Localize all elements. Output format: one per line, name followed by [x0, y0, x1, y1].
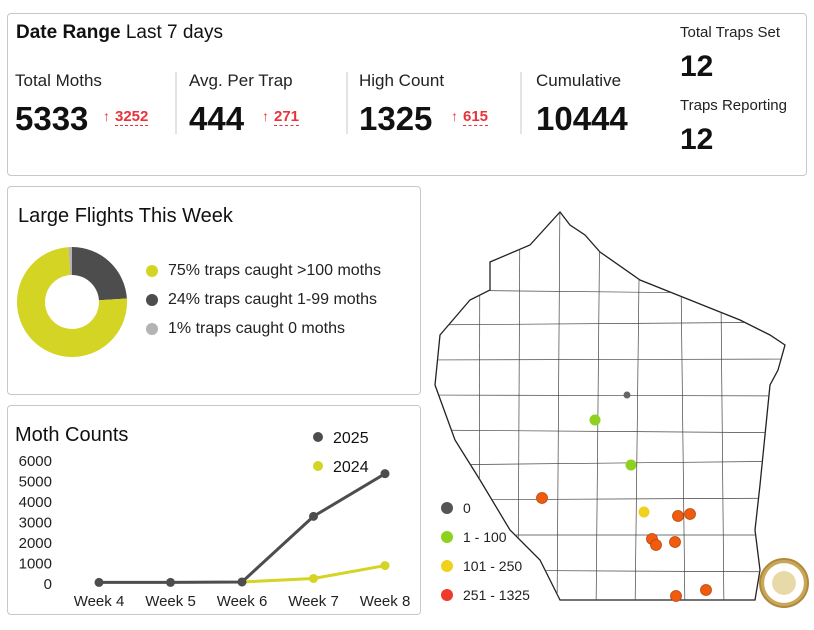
series-line-2025: [99, 472, 386, 584]
x-tick-label: Week 5: [145, 593, 196, 610]
kpi-value: 1325: [359, 100, 433, 137]
map-legend-item: 101 - 250: [441, 558, 522, 574]
moth-counts-card: [7, 405, 421, 615]
y-tick-label: 4000: [19, 494, 52, 511]
trap-marker[interactable]: [536, 492, 548, 504]
kpi-delta: ↑ 3252: [103, 108, 149, 126]
kpi-value: 10444: [536, 100, 628, 137]
trap-marker[interactable]: [672, 510, 684, 522]
legend-dot-icon: [146, 323, 158, 335]
kpi-delta: ↑ 271: [262, 108, 300, 126]
map-legend-item: 251 - 1325: [441, 587, 530, 603]
state-outline: [434, 210, 786, 601]
summary-card: Date Range Last 7 days: [7, 13, 807, 176]
y-tick-label: 0: [44, 576, 52, 593]
flights-donut: [17, 247, 128, 357]
legend-dot-icon: [441, 531, 453, 543]
legend-dot-icon: [441, 560, 453, 572]
legend-label: 24% traps caught 1-99 moths: [168, 291, 378, 308]
y-tick-label: 3000: [19, 515, 52, 532]
delta-value: 3252: [115, 108, 149, 126]
data-point-2025[interactable]: [94, 577, 104, 587]
kpi-label: Total Moths: [15, 71, 102, 90]
kpi-value: 444: [189, 100, 245, 137]
data-point-2025[interactable]: [380, 469, 390, 479]
legend-label: 2025: [333, 430, 369, 447]
flights-legend-item: 1% traps caught 0 moths: [146, 320, 345, 338]
kpi-label: High Count: [359, 71, 445, 90]
legend-label: 101 - 250: [463, 558, 523, 574]
x-tick-label: Week 8: [360, 593, 411, 610]
trap-marker[interactable]: [625, 459, 637, 471]
trap-marker[interactable]: [589, 414, 601, 426]
legend-label: 75% traps caught >100 moths: [168, 262, 382, 279]
trap-marker[interactable]: [623, 391, 631, 399]
data-point-2025[interactable]: [237, 577, 247, 587]
map-legend-item: 0: [441, 500, 471, 516]
traps-set-value: 12: [680, 50, 714, 83]
legend-dot-icon: [146, 265, 158, 277]
state-seal: [759, 558, 809, 608]
y-tick-label: 2000: [19, 535, 52, 552]
kpi-label: Avg. Per Trap: [189, 71, 293, 90]
kpi-value: 5333: [15, 100, 89, 137]
date-range-value: Last 7 days: [125, 22, 223, 43]
traps-set-label: Total Traps Set: [680, 24, 781, 41]
y-tick-label: 5000: [19, 474, 52, 491]
flights-legend-item: 24% traps caught 1-99 moths: [146, 291, 377, 309]
kpi-delta: ↑ 615: [451, 108, 489, 126]
delta-value: 615: [463, 108, 489, 126]
legend-dot-icon: [313, 432, 323, 442]
legend-label: 1% traps caught 0 moths: [168, 320, 345, 337]
x-tick-label: Week 4: [74, 593, 125, 610]
delta-value: 271: [274, 108, 300, 126]
donut-slice[interactable]: [68, 247, 72, 276]
kpi-label: Cumulative: [536, 71, 622, 90]
donut-slice[interactable]: [72, 247, 127, 301]
arrow-up-icon: ↑: [103, 108, 110, 124]
x-tick-label: Week 6: [217, 593, 268, 610]
y-tick-label: 1000: [19, 556, 52, 573]
legend-label: 0: [463, 500, 471, 516]
legend-dot-icon: [441, 589, 453, 601]
legend-dot-icon: [441, 502, 453, 514]
trap-marker[interactable]: [669, 536, 681, 548]
flights-card: Large Flights This Week: [7, 186, 421, 395]
legend-dot-icon: [313, 461, 323, 471]
map-legend-item: 1 - 100: [441, 529, 507, 545]
traps-reporting-label: Traps Reporting: [680, 97, 787, 114]
y-tick-label: 6000: [19, 453, 52, 470]
flights-legend-item: 75% traps caught >100 moths: [146, 262, 381, 280]
x-tick-label: Week 7: [288, 593, 339, 610]
traps-reporting-value: 12: [680, 123, 714, 156]
arrow-up-icon: ↑: [451, 108, 458, 124]
data-point-2025[interactable]: [166, 577, 175, 587]
legend-dot-icon: [146, 294, 158, 306]
data-point-2024[interactable]: [309, 573, 318, 583]
date-range-label: Date Range: [16, 22, 121, 43]
donut-slice[interactable]: [17, 247, 128, 357]
trap-marker[interactable]: [638, 506, 650, 518]
trap-marker[interactable]: [650, 539, 662, 551]
trap-marker[interactable]: [700, 584, 712, 596]
data-point-2025[interactable]: [309, 511, 318, 521]
chart-title: Moth Counts: [15, 424, 128, 446]
arrow-up-icon: ↑: [262, 108, 269, 124]
trap-marker[interactable]: [684, 508, 696, 520]
date-range[interactable]: Date Range Last 7 days: [16, 22, 223, 44]
legend-label: 2024: [333, 459, 369, 476]
wisconsin-map[interactable]: [420, 195, 814, 615]
legend-label: 251 - 1325: [463, 587, 530, 603]
flights-title: Large Flights This Week: [18, 205, 233, 227]
moth-counts-chart: Moth Counts 0 1000 2000 3000 4000 5000 6000 Week…: [15, 424, 411, 610]
data-point-2024[interactable]: [380, 561, 390, 571]
legend-label: 1 - 100: [463, 529, 507, 545]
trap-marker[interactable]: [670, 590, 682, 602]
